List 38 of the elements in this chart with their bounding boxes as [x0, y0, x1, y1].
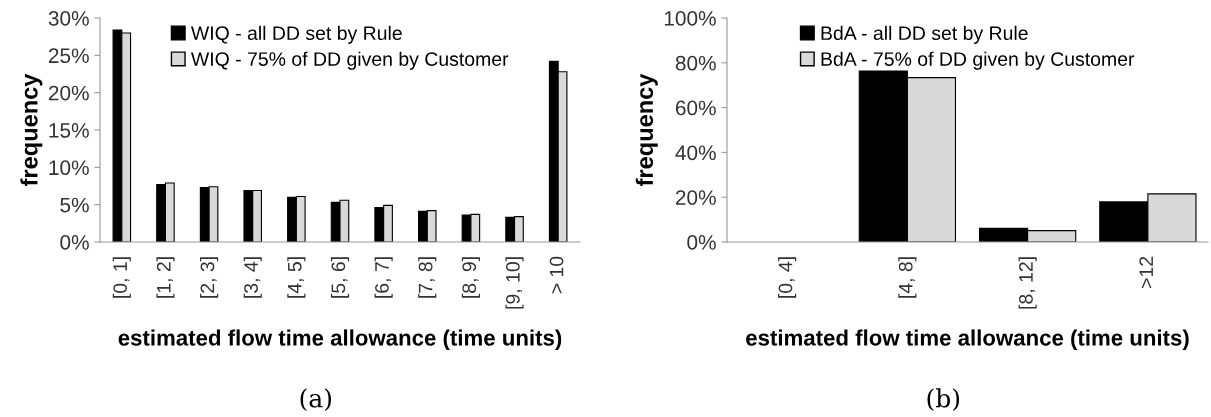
x-tick-label: [3, 4]: [243, 257, 262, 298]
x-tick-label: [8, 12]: [1018, 257, 1037, 309]
x-tick-label: [4, 8]: [898, 257, 917, 298]
x-tick-label: [9, 10]: [505, 257, 524, 309]
x-tick-label: [7, 8]: [418, 257, 437, 298]
y-tick-label: 80%: [675, 55, 716, 71]
y-tick-label: 30%: [48, 11, 89, 26]
legend-label: WIQ - all DD set by Rule: [190, 25, 402, 44]
x-tick-label: [5, 6]: [330, 257, 350, 298]
x-tick-label: [1, 2]: [156, 257, 175, 298]
text: (b): [927, 388, 960, 412]
y-tick-label: 0%: [60, 235, 89, 250]
x-tick-label: [0, 1]: [112, 257, 131, 298]
x-axis-title: estimated flow time allowance (time units): [746, 329, 1189, 351]
x-axis-title: estimated flow time allowance (time units): [118, 329, 562, 351]
y-tick-label: 15%: [49, 123, 89, 138]
y-tick-label: 40%: [675, 145, 716, 161]
y-axis-title: frequency: [20, 73, 43, 187]
x-tick-label: [0, 4]: [778, 257, 797, 298]
y-axis-title: frequency: [635, 73, 658, 187]
x-tick-label: [2, 3]: [200, 257, 219, 298]
y-tick-label: 10%: [49, 160, 89, 176]
x-tick-label: [4, 5]: [287, 257, 306, 298]
legend-label: WIQ - 75% of DD given by Customer: [190, 51, 509, 70]
y-tick-label: 100%: [664, 11, 716, 26]
text: (a): [300, 388, 332, 412]
y-tick-label: 0%: [687, 235, 716, 250]
x-tick-label: > 10: [549, 256, 564, 294]
y-tick-label: 60%: [675, 100, 716, 116]
x-tick-label: [6, 7]: [374, 257, 393, 298]
legend-label: BdA - all DD set by Rule: [821, 25, 1028, 44]
x-tick-label: [8, 9]: [461, 257, 480, 298]
y-tick-label: 20%: [675, 190, 716, 205]
y-tick-label: 5%: [60, 197, 89, 213]
legend-label: BdA - 75% of DD given by Customer: [821, 51, 1135, 70]
y-tick-label: 20%: [48, 85, 89, 101]
y-tick-label: 25%: [48, 48, 89, 64]
x-tick-label: >12: [1139, 256, 1153, 288]
